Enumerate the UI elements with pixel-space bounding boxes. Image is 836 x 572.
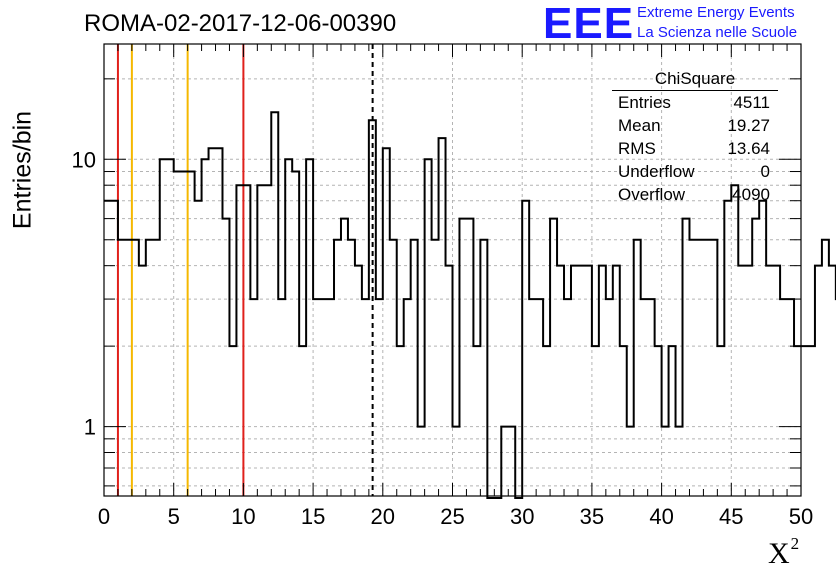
- stats-box: ChiSquare Entries 4511 Mean 19.27 RMS 13…: [612, 68, 778, 206]
- stats-key: Overflow: [618, 185, 686, 204]
- x-tick-label: 10: [231, 504, 255, 529]
- x-tick-label: 5: [168, 504, 180, 529]
- x-tick-label: 25: [440, 504, 464, 529]
- x-tick-label: 40: [649, 504, 673, 529]
- stats-row: Entries 4511: [614, 91, 778, 114]
- y-axis-label: Entries/bin: [4, 110, 42, 230]
- eee-logo-line1: Extreme Energy Events: [637, 4, 795, 21]
- stats-key: RMS: [618, 139, 656, 158]
- x-tick-label: 30: [510, 504, 534, 529]
- run-title: ROMA-02-2017-12-06-00390: [84, 10, 397, 37]
- stats-row: Mean 19.27: [614, 114, 778, 137]
- y-axis-label-text: Entries/bin: [8, 110, 37, 230]
- eee-logo: EEE: [543, 0, 635, 48]
- stats-row: Underflow 0: [614, 160, 778, 183]
- axis-tick-labels: 0 5 10 15 20 25 30 35 40 45 50 1 10: [72, 147, 814, 529]
- stats-title: ChiSquare: [612, 68, 778, 91]
- x-tick-label: 45: [719, 504, 743, 529]
- x-tick-label: 0: [98, 504, 110, 529]
- reference-lines: [116, 44, 374, 496]
- stats-key: Mean: [618, 116, 661, 135]
- x-tick-label: 35: [580, 504, 604, 529]
- x-axis-label-superscript: 2: [790, 534, 800, 553]
- stats-key: Underflow: [618, 162, 695, 181]
- stats-row: Overflow 4090: [614, 183, 778, 206]
- eee-logo-line2: La Scienza nelle Scuole: [637, 24, 798, 41]
- stats-row: RMS 13.64: [614, 137, 778, 160]
- x-tick-label: 20: [371, 504, 395, 529]
- stats-value: 4090: [732, 185, 770, 204]
- stats-value: 19.27: [727, 116, 770, 135]
- histogram-step-line: [104, 111, 836, 499]
- axis-ticks: [103, 44, 802, 496]
- x-tick-label: 15: [301, 504, 325, 529]
- stats-value: 0: [760, 162, 770, 181]
- stats-value: 13.64: [727, 139, 770, 158]
- x-axis-label-text: X: [768, 537, 790, 570]
- stats-key: Entries: [618, 93, 671, 112]
- y-tick-label: 1: [84, 415, 96, 440]
- x-tick-label: 50: [789, 504, 813, 529]
- stats-value: 4511: [733, 93, 770, 112]
- y-tick-label: 10: [72, 147, 96, 172]
- x-axis-label: X2: [768, 534, 799, 571]
